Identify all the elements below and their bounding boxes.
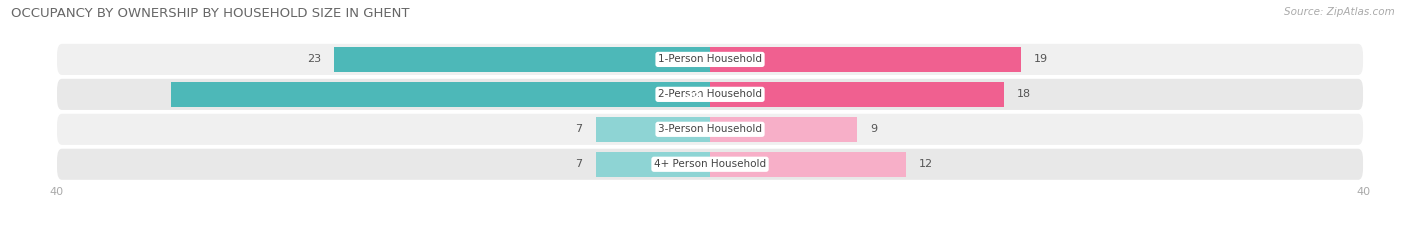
Text: 3-Person Household: 3-Person Household — [658, 124, 762, 134]
Text: OCCUPANCY BY OWNERSHIP BY HOUSEHOLD SIZE IN GHENT: OCCUPANCY BY OWNERSHIP BY HOUSEHOLD SIZE… — [11, 7, 409, 20]
FancyBboxPatch shape — [56, 43, 1364, 76]
Text: 12: 12 — [920, 159, 934, 169]
Bar — [710, 152, 905, 177]
Text: 7: 7 — [575, 159, 582, 169]
Text: 9: 9 — [870, 124, 877, 134]
Text: 19: 19 — [1033, 55, 1047, 64]
Bar — [335, 47, 710, 72]
Text: 7: 7 — [575, 124, 582, 134]
Text: 18: 18 — [1018, 89, 1032, 99]
FancyBboxPatch shape — [56, 113, 1364, 146]
Bar — [596, 117, 710, 142]
Bar — [710, 82, 1004, 107]
FancyBboxPatch shape — [56, 78, 1364, 111]
Bar — [596, 152, 710, 177]
Text: Source: ZipAtlas.com: Source: ZipAtlas.com — [1284, 7, 1395, 17]
FancyBboxPatch shape — [56, 148, 1364, 181]
Text: 33: 33 — [686, 89, 700, 99]
Bar — [710, 117, 858, 142]
Bar — [170, 82, 710, 107]
Bar — [710, 47, 1021, 72]
Text: 1-Person Household: 1-Person Household — [658, 55, 762, 64]
Text: 4+ Person Household: 4+ Person Household — [654, 159, 766, 169]
Text: 2-Person Household: 2-Person Household — [658, 89, 762, 99]
Text: 23: 23 — [307, 55, 321, 64]
